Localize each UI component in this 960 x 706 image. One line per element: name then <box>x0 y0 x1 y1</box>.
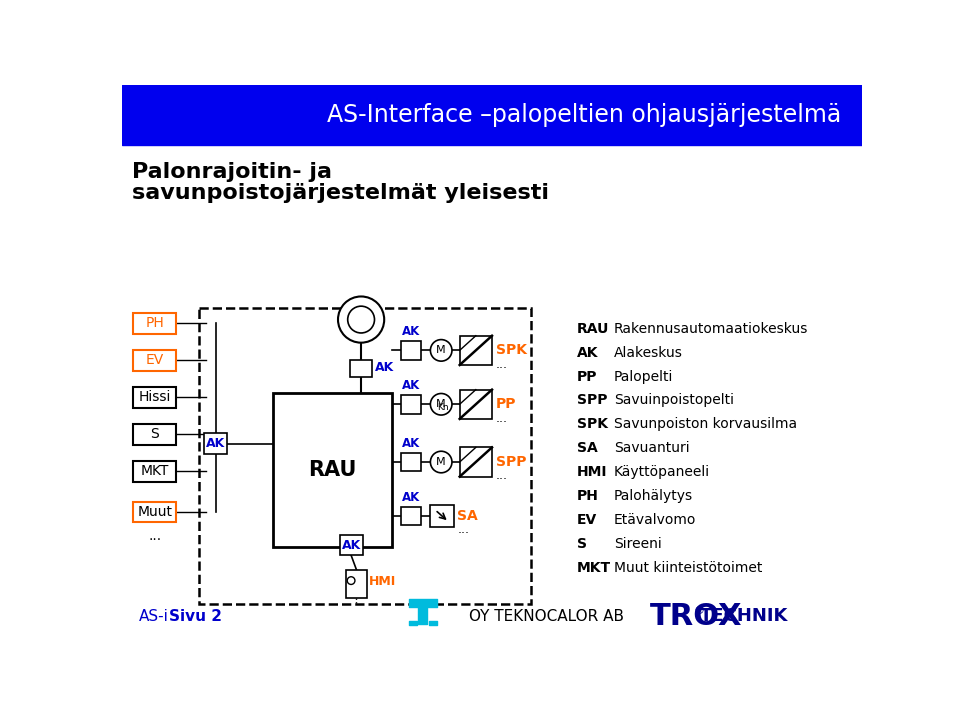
Text: AK: AK <box>402 379 420 392</box>
Bar <box>200 308 531 604</box>
Text: TECHNIK: TECHNIK <box>700 607 788 625</box>
Bar <box>401 395 421 414</box>
Text: S: S <box>577 537 587 551</box>
Bar <box>133 313 177 334</box>
Text: PH: PH <box>577 489 599 503</box>
Text: SPP: SPP <box>496 455 526 469</box>
Text: TROX: TROX <box>650 602 742 630</box>
Bar <box>340 535 363 555</box>
Circle shape <box>430 393 452 415</box>
Text: SPK: SPK <box>577 417 608 431</box>
Text: PH: PH <box>145 316 164 330</box>
Bar <box>350 359 372 376</box>
Bar <box>133 461 177 481</box>
Text: SA: SA <box>457 509 478 523</box>
Text: Etävalvomo: Etävalvomo <box>613 513 696 527</box>
Text: ...: ... <box>496 358 508 371</box>
Text: Sivu 2: Sivu 2 <box>169 609 222 623</box>
Text: MKT: MKT <box>577 561 611 575</box>
Text: ...: ... <box>496 412 508 424</box>
Text: OY TEKNOCALOR AB: OY TEKNOCALOR AB <box>468 609 624 623</box>
Text: Rakennusautomaatiokeskus: Rakennusautomaatiokeskus <box>613 322 808 336</box>
Text: Kn: Kn <box>437 403 448 412</box>
Circle shape <box>338 297 384 342</box>
Text: Muut kiinteistötoimet: Muut kiinteistötoimet <box>613 561 762 575</box>
Text: ...: ... <box>148 529 161 543</box>
Text: ...: ... <box>457 523 469 537</box>
Text: Palopelti: Palopelti <box>613 370 673 383</box>
Text: EV: EV <box>577 513 597 527</box>
Bar <box>133 502 177 522</box>
Bar <box>430 505 453 527</box>
Text: SPK: SPK <box>496 343 527 357</box>
Bar <box>401 453 421 472</box>
Text: AS-i: AS-i <box>139 609 169 623</box>
Text: S: S <box>151 427 159 441</box>
Text: Alakeskus: Alakeskus <box>613 346 683 360</box>
Text: RAU: RAU <box>308 460 356 479</box>
Bar <box>273 393 392 546</box>
Text: ®: ® <box>694 606 705 616</box>
Circle shape <box>348 577 355 585</box>
Text: AK: AK <box>402 491 420 503</box>
Text: M: M <box>437 345 446 355</box>
Text: PP: PP <box>496 397 516 412</box>
Bar <box>460 448 492 477</box>
Text: AK: AK <box>375 361 395 374</box>
Text: SPP: SPP <box>577 393 607 407</box>
Text: MKT: MKT <box>140 465 169 478</box>
Text: Käyttöpaneeli: Käyttöpaneeli <box>613 465 709 479</box>
Text: ...: ... <box>496 469 508 482</box>
Bar <box>133 350 177 371</box>
Bar <box>123 85 861 145</box>
Circle shape <box>430 451 452 473</box>
Text: HMI: HMI <box>369 575 396 588</box>
Text: M: M <box>437 400 446 409</box>
Text: AK: AK <box>577 346 598 360</box>
Text: Savuanturi: Savuanturi <box>613 441 689 455</box>
Text: AK: AK <box>206 437 226 450</box>
Text: Palonrajoitin- ja: Palonrajoitin- ja <box>132 162 331 181</box>
Text: M: M <box>437 457 446 467</box>
Bar <box>133 424 177 445</box>
Text: PP: PP <box>577 370 597 383</box>
Bar <box>204 433 228 455</box>
Text: Savuinpoistopelti: Savuinpoistopelti <box>613 393 733 407</box>
Text: Savunpoiston korvausilma: Savunpoiston korvausilma <box>613 417 797 431</box>
Text: Sireeni: Sireeni <box>613 537 661 551</box>
Text: Muut: Muut <box>137 505 172 519</box>
Bar <box>401 341 421 359</box>
Text: RAU: RAU <box>577 322 609 336</box>
Text: AK: AK <box>402 325 420 338</box>
Text: savunpoistojärjestelmät yleisesti: savunpoistojärjestelmät yleisesti <box>132 184 549 203</box>
Text: Palohälytys: Palohälytys <box>613 489 693 503</box>
Text: AK: AK <box>342 539 361 551</box>
Bar <box>460 390 492 419</box>
Text: HMI: HMI <box>577 465 607 479</box>
Text: SA: SA <box>577 441 597 455</box>
Bar <box>133 387 177 408</box>
Bar <box>401 507 421 525</box>
Bar <box>346 570 368 597</box>
Text: AK: AK <box>402 437 420 450</box>
Text: EV: EV <box>146 354 164 367</box>
Bar <box>460 336 492 365</box>
Text: Hissi: Hissi <box>138 390 171 405</box>
Circle shape <box>348 306 374 333</box>
Text: AS-Interface –palopeltien ohjausjärjestelmä: AS-Interface –palopeltien ohjausjärjeste… <box>327 103 842 127</box>
Circle shape <box>430 340 452 361</box>
